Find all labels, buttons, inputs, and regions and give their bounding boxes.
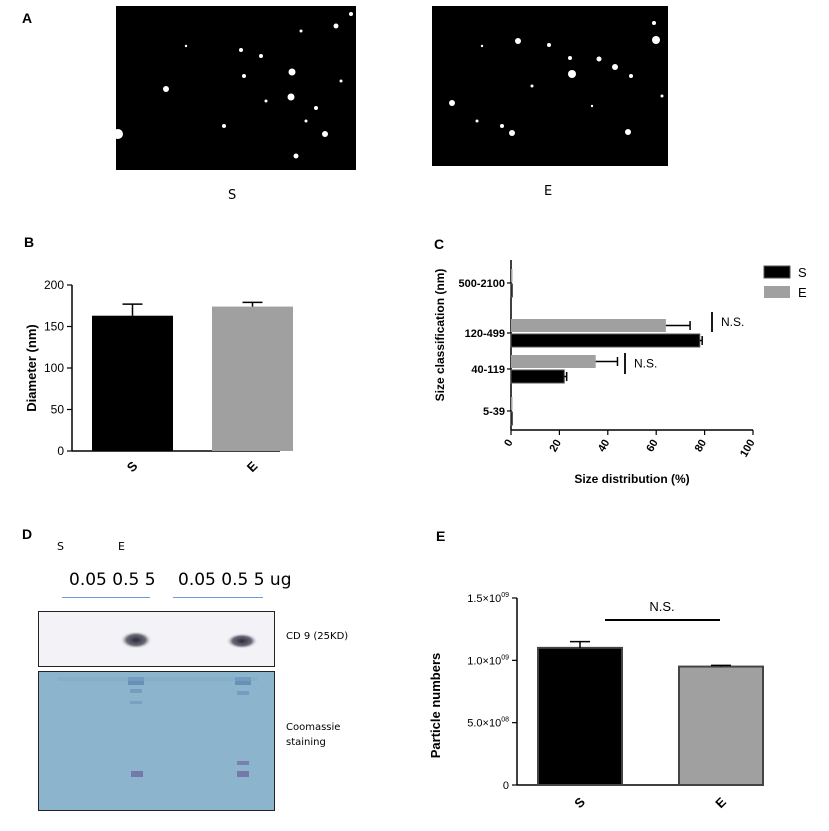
x-tick-label: E [712,794,729,811]
caption-e: E [544,184,553,199]
bar-s-40-119 [510,369,565,384]
y-tick-label: 1.5×1009 [467,592,509,605]
bar-e-5-39 [511,397,513,410]
y-tick-label: 1.0×1009 [467,654,509,667]
panel-label-c: C [434,236,445,252]
bar-s-120-499 [510,333,701,348]
bar-e-120-499 [511,319,666,332]
blot-label: CD 9 (25KD) [286,631,349,642]
y-tick-label: 50 [51,403,65,417]
lane-underline-left [62,597,150,598]
panel-label-a: A [22,10,33,26]
bar-s [537,646,623,786]
y-tick-label: 5.0×1008 [467,717,509,730]
x-axis-label: Size distribution (%) [574,472,689,486]
panel-label-e: E [436,528,446,544]
y-tick-label: 200 [44,278,64,292]
bar-e [212,306,293,451]
y-tick-label: 0 [503,780,509,792]
lane-group-e: E [118,540,125,553]
x-tick-label: 100 [738,438,758,460]
y-tick-label: 5-39 [483,406,505,418]
chart-size-distribution: 0 20 40 60 80 100 500-2100 120-499 40-119 5-39 N.S… [433,260,807,486]
legend-label-e: E [798,285,807,300]
x-tick-label: S [124,458,141,475]
annotation-ns: N.S. [721,315,744,329]
y-tick-label: 500-2100 [459,278,506,290]
western-blot [38,611,275,667]
x-tick-label: S [571,794,588,811]
bar-e [678,665,764,786]
legend-label-s: S [798,265,807,280]
bar-e-500-2100 [511,269,513,282]
chart-particle-numbers: 0 5.0×1008 1.0×1009 1.5×1009 S E N.S. Particle … [428,592,764,811]
gel-label-line2: staining [286,737,326,748]
annotation-ns: N.S. [634,357,657,371]
y-tick-label: 0 [57,444,64,458]
y-tick-label: 100 [44,361,64,375]
chart-diameter: 0 50 100 150 200 S E Diameter (nm) [24,278,293,475]
micrograph-e [432,6,668,166]
lane-underline-right [173,597,263,598]
panel-label-b: B [24,234,35,250]
loading-left: 0.05 0.5 5 [69,570,156,590]
x-tick-label: 20 [547,438,564,455]
micrograph-s [116,6,356,170]
bar-s-500-2100 [510,283,513,298]
x-tick-label: E [244,458,261,475]
y-tick-label: 150 [44,320,64,334]
coomassie-gel [38,671,275,811]
y-tick-label: 40-119 [471,364,505,376]
gel-label-line1: Coomassie [286,722,341,733]
legend-swatch-e [764,286,790,298]
loading-right: 0.05 0.5 5 ug [178,570,292,590]
x-tick-label: 60 [644,438,661,455]
y-tick-label: 120-499 [465,328,505,340]
panel-label-d: D [22,526,33,542]
bar-e-40-119 [511,355,596,368]
legend-swatch-s [763,265,791,279]
y-axis-label: Particle numbers [428,653,443,759]
annotation-ns: N.S. [649,599,674,614]
caption-s: S [228,188,237,203]
x-tick-label: 40 [596,438,613,455]
bar-s [92,315,173,451]
y-axis-label: Size classification (nm) [433,269,447,402]
x-tick-label: 80 [693,438,710,455]
y-axis-label: Diameter (nm) [24,324,39,411]
bar-s-5-39 [510,411,513,426]
x-tick-label: 0 [502,438,515,449]
lane-group-s: S [57,540,64,553]
